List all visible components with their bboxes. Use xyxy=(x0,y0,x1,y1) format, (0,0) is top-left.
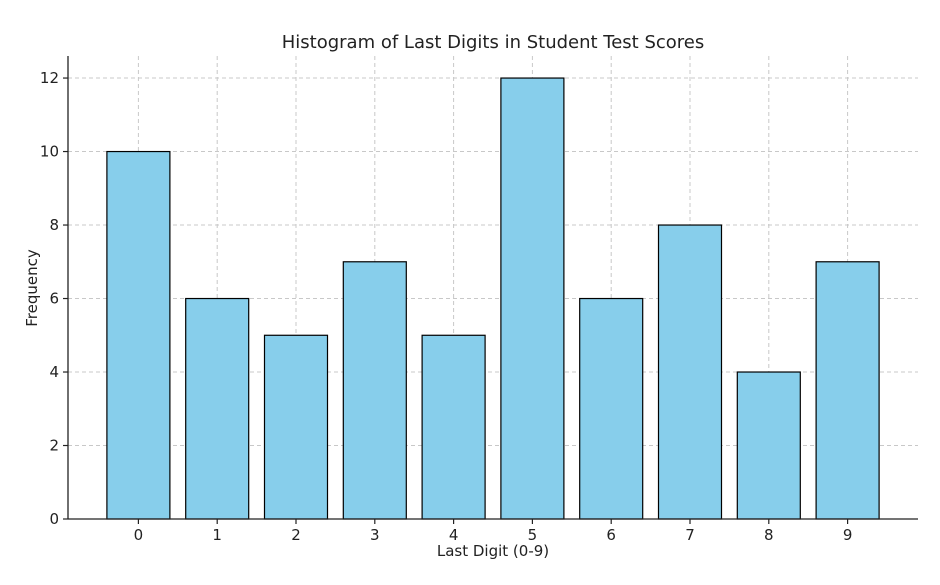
x-tick-label-0: 0 xyxy=(134,526,144,544)
chart-title: Histogram of Last Digits in Student Test… xyxy=(282,32,705,53)
bar-8 xyxy=(736,371,801,520)
y-tick-label-6: 12 xyxy=(40,69,59,87)
y-tick-label-4: 8 xyxy=(49,216,59,234)
x-tick-label-8: 8 xyxy=(764,526,774,544)
y-tick-label-5: 10 xyxy=(40,143,59,161)
x-tick-label-3: 3 xyxy=(370,526,380,544)
y-ticks: 0 2 4 6 8 10 12 xyxy=(40,69,68,528)
x-tick-label-5: 5 xyxy=(528,526,538,544)
x-tick-label-2: 2 xyxy=(291,526,301,544)
y-tick-label-1: 2 xyxy=(49,437,59,455)
x-tick-label-4: 4 xyxy=(449,526,459,544)
bar-1 xyxy=(185,297,250,520)
y-tick-label-2: 4 xyxy=(49,363,59,381)
y-axis-label: Frequency xyxy=(23,249,41,327)
bars xyxy=(106,77,880,520)
x-tick-label-6: 6 xyxy=(606,526,616,544)
bar-0 xyxy=(106,150,171,520)
x-axis-label: Last Digit (0-9) xyxy=(437,542,549,560)
x-tick-label-7: 7 xyxy=(685,526,695,544)
x-tick-label-1: 1 xyxy=(212,526,222,544)
bar-7 xyxy=(657,224,723,520)
bar-4 xyxy=(421,334,486,520)
y-tick-label-0: 0 xyxy=(49,510,59,528)
bar-5 xyxy=(500,77,565,520)
bar-3 xyxy=(342,261,407,520)
y-tick-label-3: 6 xyxy=(49,290,59,308)
bar-2 xyxy=(263,334,329,520)
bar-6 xyxy=(579,297,644,520)
bar-9 xyxy=(815,261,880,520)
x-ticks: 0 1 2 3 4 5 6 7 8 9 xyxy=(134,519,853,544)
axes xyxy=(67,56,918,520)
x-tick-label-9: 9 xyxy=(843,526,853,544)
